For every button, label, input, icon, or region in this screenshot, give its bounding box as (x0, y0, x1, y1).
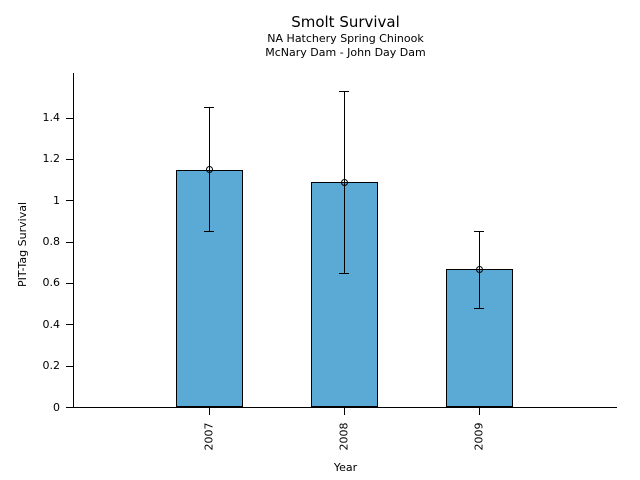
y-tick-label-1.4: 1.4 (42, 111, 61, 125)
bar-2008 (310, 182, 378, 407)
error-cap-top-2009 (474, 231, 484, 233)
x-tick-label-2007: 2007 (202, 422, 216, 450)
chart-subtitle-1: NA Hatchery Spring Chinook (267, 32, 424, 45)
y-tick-0.8 (66, 241, 73, 243)
error-cap-bottom-2009 (474, 307, 484, 309)
x-tick-2009 (478, 408, 480, 415)
marker-2008 (340, 178, 348, 186)
y-tick-1 (66, 200, 73, 202)
chart-subtitle-2: McNary Dam - John Day Dam (265, 46, 426, 59)
x-tick-2007 (208, 408, 210, 415)
error-cap-bottom-2007 (204, 231, 214, 233)
y-tick-label-0.8: 0.8 (42, 235, 61, 249)
y-tick-0.6 (66, 282, 73, 284)
y-tick-0.2 (66, 365, 73, 367)
marker-2007 (205, 166, 213, 174)
y-tick-1.2 (66, 158, 73, 160)
y-tick-1.4 (66, 117, 73, 119)
y-axis-line (73, 73, 74, 408)
x-tick-label-2008: 2008 (337, 422, 351, 450)
error-cap-bottom-2008 (339, 272, 349, 274)
y-tick-0 (66, 407, 73, 408)
y-tick-label-1: 1 (53, 193, 60, 207)
y-tick-0.4 (66, 324, 73, 326)
chart-title: Smolt Survival (291, 13, 400, 31)
error-cap-top-2008 (339, 90, 349, 92)
y-tick-label-0: 0 (53, 400, 60, 414)
x-axis-line (74, 407, 617, 408)
error-cap-top-2007 (204, 107, 214, 109)
y-tick-label-0.4: 0.4 (42, 317, 61, 331)
y-tick-label-0.6: 0.6 (42, 276, 61, 290)
x-tick-2008 (343, 408, 345, 415)
x-axis-label: Year (333, 461, 358, 474)
y-tick-label-0.2: 0.2 (42, 359, 61, 373)
title-block: Smolt Survival NA Hatchery Spring Chinoo… (74, 13, 617, 60)
marker-2009 (475, 265, 483, 273)
y-tick-label-1.2: 1.2 (42, 152, 61, 166)
x-tick-label-2009: 2009 (472, 422, 486, 450)
